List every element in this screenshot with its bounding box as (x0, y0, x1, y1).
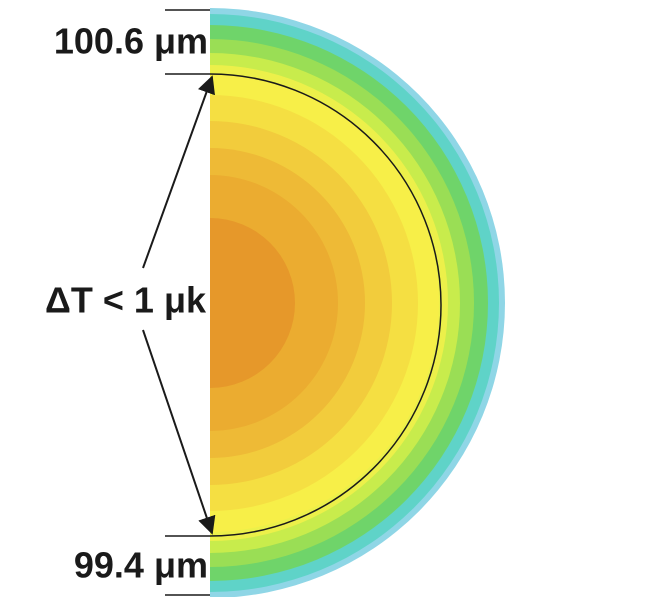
arrow-up (143, 77, 212, 268)
bottom-label: 99.4 μm (74, 545, 208, 586)
temperature-bands (210, 8, 505, 597)
diagram: 100.6 μm ΔT < 1 μk 99.4 μm (0, 0, 672, 597)
arrow-down (143, 330, 212, 533)
top-label: 100.6 μm (54, 21, 208, 62)
middle-label: ΔT < 1 μk (45, 280, 207, 321)
